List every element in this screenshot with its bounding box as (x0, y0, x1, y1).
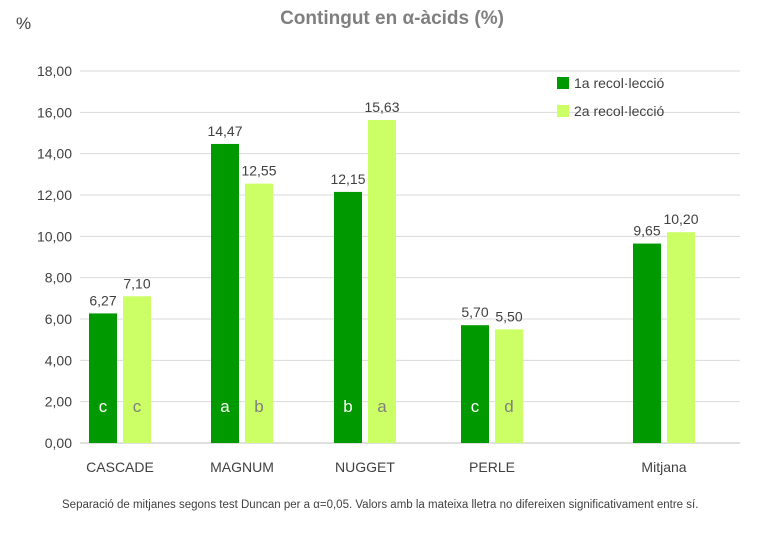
bar (461, 325, 489, 443)
footnote: Separació de mitjanes segons test Duncan… (62, 499, 699, 511)
legend-swatch (557, 105, 569, 117)
y-tick-label: 10,00 (37, 228, 72, 244)
bar (334, 191, 362, 443)
bar (245, 183, 273, 443)
category-label: PERLE (469, 459, 515, 475)
significance-letter: a (377, 397, 387, 416)
chart-title: Contingut en α-àcids (%) (280, 8, 504, 29)
y-tick-label: 18,00 (37, 63, 72, 79)
y-axis-unit: % (16, 14, 31, 33)
y-tick-label: 8,00 (45, 270, 72, 286)
data-label: 7,10 (123, 275, 150, 291)
data-label: 5,50 (495, 308, 522, 324)
category-label: Mitjana (641, 459, 686, 475)
bar (667, 232, 695, 443)
y-tick-label: 2,00 (45, 394, 72, 410)
data-label: 6,27 (89, 292, 116, 308)
category-label: NUGGET (335, 459, 395, 475)
legend-label: 1a recol·lecció (574, 75, 664, 91)
significance-letter: b (254, 397, 263, 416)
y-tick-label: 14,00 (37, 146, 72, 162)
significance-letter: c (471, 397, 480, 416)
data-label: 15,63 (364, 99, 399, 115)
y-tick-label: 0,00 (45, 435, 72, 451)
y-tick-label: 6,00 (45, 311, 72, 327)
data-label: 10,20 (663, 211, 698, 227)
bar (211, 143, 239, 443)
data-label: 12,55 (241, 163, 276, 179)
y-tick-label: 16,00 (37, 104, 72, 120)
legend-swatch (557, 77, 569, 89)
significance-letter: c (99, 397, 108, 416)
category-label: CASCADE (86, 459, 154, 475)
significance-letter: a (220, 397, 230, 416)
significance-letter: d (504, 397, 513, 416)
data-label: 12,15 (330, 171, 365, 187)
bar (368, 119, 396, 443)
data-label: 5,70 (461, 304, 488, 320)
category-label: MAGNUM (210, 459, 274, 475)
bar (495, 329, 523, 443)
chart: Contingut en α-àcids (%) % 0,00 2,00 4,00 6… (16, 8, 740, 475)
significance-letter: c (133, 397, 142, 416)
data-label: 14,47 (207, 123, 242, 139)
bar (89, 313, 117, 443)
legend-label: 2a recol·lecció (574, 103, 664, 119)
bar (633, 243, 661, 443)
data-label: 9,65 (633, 223, 660, 239)
y-tick-label: 12,00 (37, 187, 72, 203)
bar (123, 296, 151, 443)
significance-letter: b (343, 397, 352, 416)
y-tick-label: 4,00 (45, 352, 72, 368)
